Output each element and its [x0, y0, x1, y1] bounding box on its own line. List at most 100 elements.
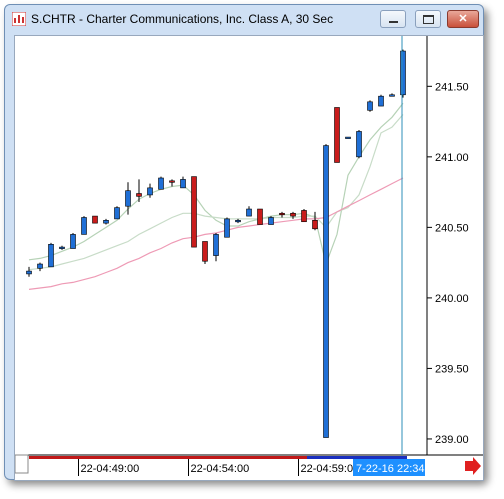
- candle-body: [279, 212, 285, 216]
- candle-14: [169, 179, 175, 187]
- maximize-button[interactable]: [415, 10, 441, 28]
- candle-body: [400, 50, 406, 96]
- candle-29: [334, 107, 340, 163]
- candle-body: [158, 177, 164, 190]
- candle-body: [169, 180, 175, 183]
- candle-body: [246, 208, 252, 217]
- candle-24: [279, 211, 285, 218]
- y-tick-label: 239.00: [435, 434, 469, 446]
- minimize-icon: [388, 21, 398, 23]
- candle-5: [70, 233, 76, 249]
- candle-body: [81, 217, 87, 235]
- candle-body: [224, 218, 230, 238]
- candle-25: [290, 211, 296, 219]
- title-bar[interactable]: S.CHTR - Charter Communications, Inc. Cl…: [5, 5, 483, 33]
- candle-body: [202, 241, 208, 262]
- scroll-right-arrow-icon[interactable]: [465, 457, 481, 475]
- candle-31: [356, 130, 362, 159]
- moving-average-line-1: [28, 102, 404, 267]
- candle-12: [147, 183, 153, 198]
- candle-body: [70, 234, 76, 249]
- candle-8: [103, 218, 109, 225]
- candle-4: [59, 245, 65, 250]
- candle-30: [345, 136, 351, 139]
- price-chart[interactable]: 241.50 241.00 240.50 240.00 239.50 239.00 22-…: [15, 36, 483, 480]
- cursor-time-label: 7-22-16 22:34:00: [356, 463, 440, 475]
- candle-body: [257, 208, 263, 225]
- candle-body: [125, 190, 131, 207]
- minimize-button[interactable]: [380, 10, 406, 28]
- candle-body: [268, 217, 274, 225]
- candle-20: [235, 218, 241, 224]
- candle-6: [81, 216, 87, 235]
- candle-15: [180, 176, 186, 189]
- candle-body: [378, 95, 384, 107]
- close-button[interactable]: ✕: [447, 10, 479, 28]
- candle-23: [268, 216, 274, 225]
- window-title: S.CHTR - Charter Communications, Inc. Cl…: [31, 12, 334, 26]
- y-tick-label: 240.50: [435, 222, 469, 234]
- candle-9: [114, 206, 120, 220]
- candle-body: [323, 145, 329, 438]
- candle-34: [389, 93, 395, 97]
- candle-body: [114, 207, 120, 220]
- candle-35: [400, 49, 406, 98]
- candle-body: [180, 179, 186, 189]
- candle-26: [301, 209, 307, 223]
- y-tick-label: 239.50: [435, 363, 469, 375]
- y-tick-label: 240.00: [435, 293, 469, 305]
- candle-body: [356, 131, 362, 158]
- candle-body: [213, 234, 219, 256]
- candle-body: [345, 136, 351, 139]
- candle-7: [92, 215, 98, 224]
- candle-1: [26, 266, 32, 277]
- candle-32: [367, 100, 373, 112]
- moving-average-line-3: [28, 177, 404, 290]
- candle-21: [246, 206, 252, 217]
- y-axis-ticks: 241.50 241.00 240.50 240.00 239.50 239.00: [427, 81, 469, 446]
- candle-22: [257, 208, 263, 225]
- scroll-left-box[interactable]: [15, 454, 29, 474]
- candle-body: [312, 220, 318, 230]
- candle-2: [37, 262, 43, 272]
- chart-app-icon: [12, 12, 26, 26]
- x-tick-label: 22-04:54:00: [191, 463, 250, 475]
- time-scroll-track[interactable]: [29, 456, 407, 459]
- candle-19: [224, 217, 230, 238]
- candle-body: [136, 193, 142, 197]
- chart-area[interactable]: 241.50 241.00 240.50 240.00 239.50 239.00 22-…: [14, 35, 484, 481]
- candle-body: [103, 220, 109, 224]
- candle-body: [235, 220, 241, 223]
- candle-body: [367, 101, 373, 111]
- candle-body: [301, 210, 307, 223]
- moving-averages: [28, 102, 404, 290]
- x-axis-ticks: 22-04:49:00 22-04:54:00 22-04:59:00: [78, 459, 360, 476]
- candlesticks: [26, 49, 406, 438]
- candle-body: [37, 263, 43, 269]
- candle-18: [213, 233, 219, 262]
- cursor-time-box: [353, 459, 425, 476]
- chart-window: S.CHTR - Charter Communications, Inc. Cl…: [4, 4, 484, 481]
- candle-body: [92, 215, 98, 224]
- time-scroll-thumb[interactable]: [307, 456, 407, 459]
- y-tick-label: 241.50: [435, 81, 469, 93]
- candle-body: [334, 107, 340, 163]
- candle-body: [59, 246, 65, 249]
- candle-33: [378, 94, 384, 107]
- candle-body: [48, 243, 54, 268]
- candle-11: [136, 179, 142, 202]
- candle-body: [191, 176, 197, 248]
- candle-27: [312, 211, 318, 231]
- candle-body: [26, 270, 32, 275]
- candle-body: [389, 94, 395, 97]
- candle-16: [191, 176, 197, 248]
- candle-3: [48, 242, 54, 268]
- x-tick-label: 22-04:49:00: [81, 463, 140, 475]
- candle-10: [125, 182, 131, 215]
- x-tick-label: 22-04:59:00: [301, 463, 360, 475]
- close-icon: ✕: [458, 12, 468, 25]
- candle-28: [323, 144, 329, 438]
- candle-13: [158, 176, 164, 190]
- y-tick-label: 241.00: [435, 152, 469, 164]
- candle-body: [147, 187, 153, 196]
